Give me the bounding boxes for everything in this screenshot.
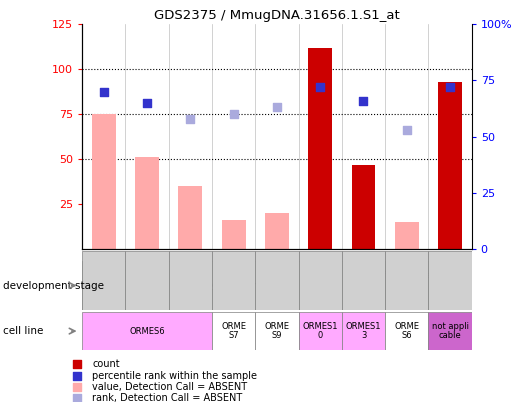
Bar	[298, 312, 342, 350]
Bar	[255, 312, 298, 350]
Bar	[135, 158, 159, 249]
Point	[73, 394, 82, 401]
Point	[100, 88, 108, 95]
Bar	[428, 261, 472, 310]
Text: ORMES1
3: ORMES1 3	[346, 322, 381, 341]
Text: value, Detection Call = ABSENT: value, Detection Call = ABSENT	[92, 382, 248, 392]
Text: not appli
cable: not appli cable	[431, 322, 469, 341]
Bar	[265, 213, 289, 249]
Bar	[395, 222, 419, 249]
Text: cell line: cell line	[3, 326, 43, 336]
Point	[73, 384, 82, 390]
Point	[229, 111, 238, 117]
Text: rank, Detection Call = ABSENT: rank, Detection Call = ABSENT	[92, 393, 242, 403]
Text: ORME
S9: ORME S9	[264, 322, 289, 341]
Bar	[255, 251, 298, 310]
Text: somatic
fibroblast: somatic fibroblast	[429, 276, 471, 295]
Point	[73, 372, 82, 379]
Point	[143, 100, 152, 106]
Point	[272, 104, 281, 111]
Text: development stage: development stage	[3, 281, 104, 290]
Bar	[385, 312, 428, 350]
Point	[186, 115, 195, 122]
Text: differentiated
embryoid
bodies: differentiated embryoid bodies	[376, 271, 438, 301]
Point	[403, 127, 411, 133]
Bar	[82, 312, 212, 350]
Bar	[212, 251, 255, 310]
Bar	[92, 114, 116, 249]
Bar	[385, 261, 428, 310]
Bar	[308, 48, 332, 249]
Title: GDS2375 / MmugDNA.31656.1.S1_at: GDS2375 / MmugDNA.31656.1.S1_at	[154, 9, 400, 22]
Bar	[298, 251, 342, 310]
Bar	[351, 164, 375, 249]
Bar	[342, 251, 385, 310]
Text: percentile rank within the sample: percentile rank within the sample	[92, 371, 257, 381]
Bar	[428, 312, 472, 350]
Text: ORME
S6: ORME S6	[394, 322, 419, 341]
Point	[359, 98, 368, 104]
Bar	[126, 251, 169, 310]
Text: ORMES6: ORMES6	[129, 326, 165, 336]
Bar	[169, 251, 212, 310]
Bar	[385, 251, 428, 310]
Text: count: count	[92, 359, 120, 369]
Bar	[82, 251, 126, 310]
Text: ORMES1
0: ORMES1 0	[303, 322, 338, 341]
Point	[73, 361, 82, 368]
Bar	[428, 251, 472, 310]
Point	[446, 84, 454, 90]
Text: embryonic stem cell: embryonic stem cell	[188, 281, 280, 290]
Bar	[222, 220, 245, 249]
Point	[316, 84, 324, 90]
Text: ORME
S7: ORME S7	[221, 322, 246, 341]
Bar	[82, 261, 385, 310]
Bar	[342, 312, 385, 350]
Bar	[212, 312, 255, 350]
Bar	[179, 186, 202, 249]
Bar	[438, 82, 462, 249]
